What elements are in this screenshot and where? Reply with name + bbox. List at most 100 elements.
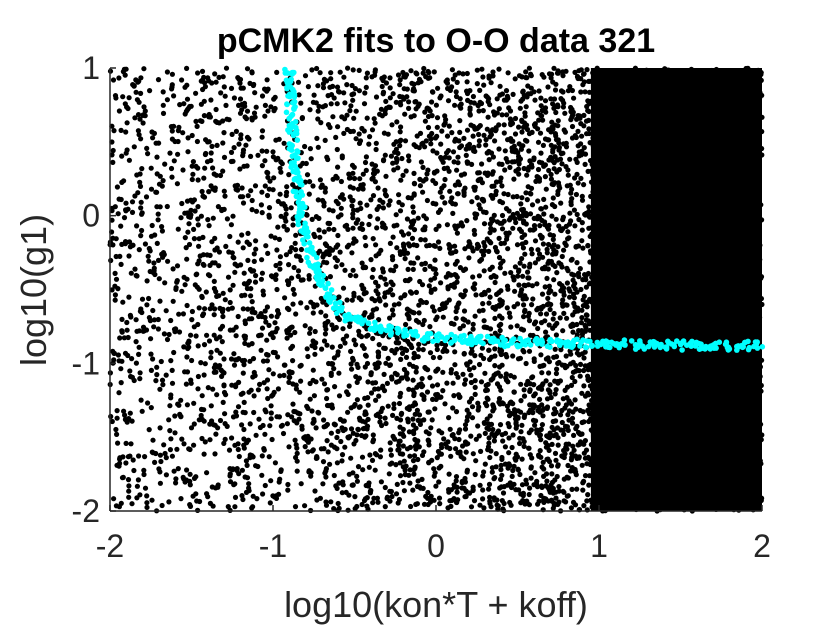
sample-point xyxy=(248,188,254,194)
sample-point xyxy=(116,390,122,396)
sample-point xyxy=(328,499,334,505)
sample-point xyxy=(440,388,446,394)
sample-point xyxy=(206,338,213,344)
sample-point xyxy=(144,302,150,308)
sample-point xyxy=(253,238,259,244)
sample-point xyxy=(137,308,143,314)
sample-point xyxy=(420,164,426,170)
sample-point xyxy=(184,65,190,71)
sample-point xyxy=(390,292,396,298)
sample-point xyxy=(372,69,378,75)
sample-point xyxy=(169,174,175,180)
sample-point xyxy=(540,117,546,123)
sample-point xyxy=(406,99,412,105)
sample-point xyxy=(375,216,381,222)
sample-point xyxy=(142,241,148,247)
sample-point xyxy=(455,154,461,160)
sample-point xyxy=(374,495,380,501)
sample-point xyxy=(415,478,421,484)
sample-point xyxy=(348,348,354,354)
sample-point xyxy=(393,99,399,105)
sample-point xyxy=(109,418,115,425)
sample-point xyxy=(244,108,251,114)
sample-point xyxy=(254,496,260,502)
sample-point xyxy=(109,205,115,211)
sample-point xyxy=(428,277,434,283)
sample-point xyxy=(157,480,163,486)
sample-point xyxy=(157,298,163,304)
sample-point xyxy=(402,111,408,117)
sample-point xyxy=(195,216,201,222)
sample-point xyxy=(522,309,528,315)
sample-point xyxy=(198,213,204,219)
sample-point xyxy=(532,260,539,266)
sample-point xyxy=(215,484,221,490)
sample-point xyxy=(538,311,544,317)
sample-point xyxy=(151,317,157,323)
sample-point xyxy=(350,128,356,134)
sample-point xyxy=(413,99,419,105)
sample-point xyxy=(401,86,407,92)
sample-point xyxy=(195,177,201,183)
sample-point xyxy=(270,154,276,160)
sample-point xyxy=(494,219,501,225)
sample-point xyxy=(546,283,553,289)
sample-point xyxy=(552,263,558,269)
sample-point xyxy=(401,293,407,299)
sample-point xyxy=(311,304,317,310)
sample-point xyxy=(232,504,238,510)
sample-point xyxy=(280,430,287,437)
sample-point xyxy=(474,67,480,73)
sample-point xyxy=(572,133,578,139)
sample-point xyxy=(410,487,416,493)
sample-point xyxy=(521,165,527,172)
sample-point xyxy=(444,222,450,228)
sample-point xyxy=(229,305,235,311)
sample-point xyxy=(477,99,483,105)
sample-point xyxy=(498,288,504,294)
sample-point xyxy=(244,239,250,245)
sample-point xyxy=(125,352,131,359)
sample-point xyxy=(396,446,402,452)
sample-point xyxy=(210,165,216,171)
sample-point xyxy=(560,396,566,402)
sample-point xyxy=(297,411,303,417)
sample-point xyxy=(470,248,476,254)
sample-point xyxy=(368,257,374,263)
sample-point xyxy=(585,367,591,373)
sample-point xyxy=(244,163,250,169)
sample-point xyxy=(293,442,299,448)
sample-point xyxy=(561,127,567,133)
sample-point xyxy=(521,439,527,445)
sample-point xyxy=(389,493,395,500)
sample-point xyxy=(305,84,311,90)
sample-point xyxy=(339,452,346,458)
sample-point xyxy=(334,146,340,153)
sample-point xyxy=(286,369,292,375)
sample-point xyxy=(350,267,356,273)
sample-point xyxy=(405,241,412,247)
sample-point xyxy=(394,245,400,251)
sample-point xyxy=(543,329,549,335)
sample-point xyxy=(133,317,139,323)
sample-point xyxy=(331,355,337,361)
sample-point xyxy=(213,431,219,437)
sample-point xyxy=(516,282,522,288)
sample-point xyxy=(528,85,534,91)
sample-point xyxy=(220,399,226,405)
sample-point xyxy=(290,286,296,293)
sample-point xyxy=(548,463,555,469)
sample-point xyxy=(407,467,413,473)
sample-point xyxy=(124,327,130,333)
sample-point xyxy=(486,486,492,492)
sample-point xyxy=(491,212,497,218)
sample-point xyxy=(222,436,228,442)
sample-point xyxy=(369,161,375,167)
sample-point xyxy=(382,294,388,300)
sample-point xyxy=(572,397,578,403)
sample-point xyxy=(239,422,245,428)
sample-point xyxy=(448,453,454,459)
sample-point xyxy=(355,426,361,432)
sample-point xyxy=(382,345,388,351)
sample-point xyxy=(475,423,481,429)
